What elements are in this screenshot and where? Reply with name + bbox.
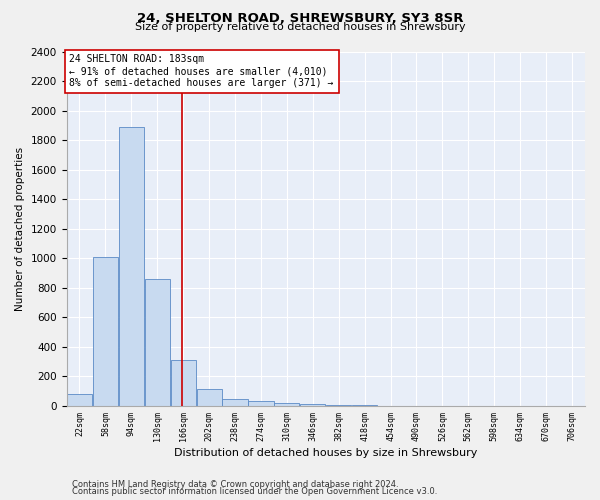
Text: Size of property relative to detached houses in Shrewsbury: Size of property relative to detached ho… [134,22,466,32]
Bar [170,360,196,406]
Text: Contains HM Land Registry data © Crown copyright and database right 2024.: Contains HM Land Registry data © Crown c… [72,480,398,489]
Text: 24, SHELTON ROAD, SHREWSBURY, SY3 8SR: 24, SHELTON ROAD, SHREWSBURY, SY3 8SR [137,12,463,26]
Bar [197,390,222,406]
Y-axis label: Number of detached properties: Number of detached properties [15,146,25,310]
Bar [119,127,144,406]
Bar [326,405,352,406]
Bar [223,399,248,406]
Bar [300,404,325,406]
Bar [67,394,92,406]
Bar [93,256,118,406]
Bar [274,402,299,406]
Text: 24 SHELTON ROAD: 183sqm
← 91% of detached houses are smaller (4,010)
8% of semi-: 24 SHELTON ROAD: 183sqm ← 91% of detache… [70,54,334,88]
Bar [145,279,170,406]
Bar [248,400,274,406]
Text: Contains public sector information licensed under the Open Government Licence v3: Contains public sector information licen… [72,487,437,496]
X-axis label: Distribution of detached houses by size in Shrewsbury: Distribution of detached houses by size … [174,448,478,458]
